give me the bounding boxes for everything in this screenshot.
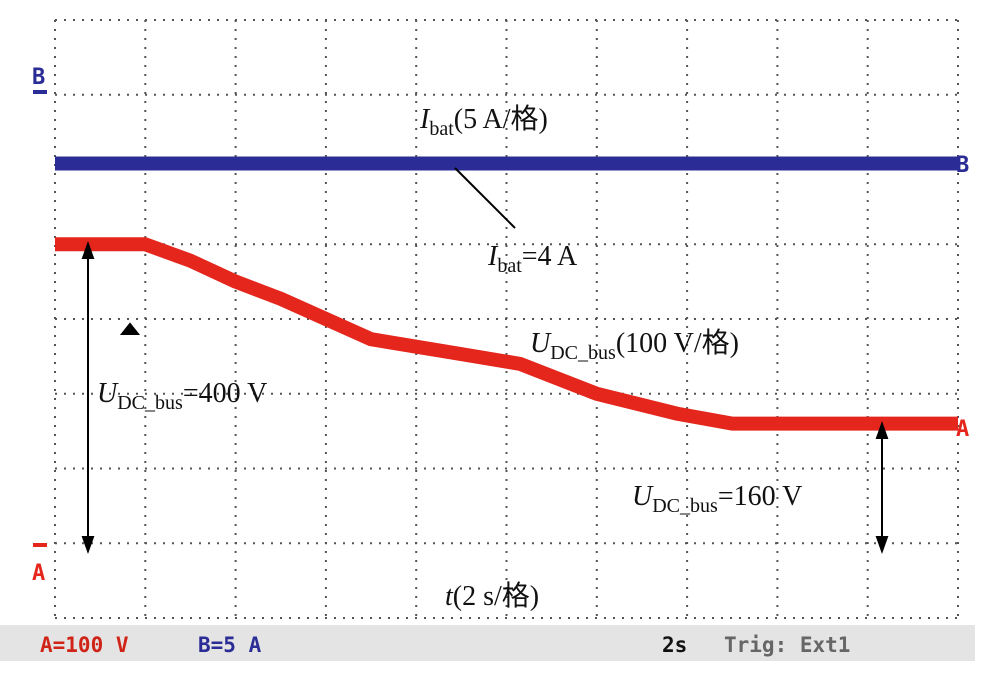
channel-b-ground: B <box>32 65 45 90</box>
subscript: bat <box>429 118 454 140</box>
channel-b-end: B <box>956 153 969 178</box>
channel-markers: B A B A <box>32 65 969 586</box>
annotation: Ibat(5 A/格) <box>419 103 548 140</box>
trigger: Trig: Ext1 <box>724 633 850 657</box>
channel-a-end: A <box>956 417 969 442</box>
marker-bar <box>33 90 47 94</box>
annotation-text: (100 V/格) <box>616 327 739 359</box>
symbol: I <box>419 104 431 135</box>
symbol: t <box>445 581 454 612</box>
annotation: UDC_bus=160 V <box>632 481 802 517</box>
trigger-marker <box>119 322 141 335</box>
annotation-text: (2 s/格) <box>453 580 539 612</box>
arrow-head <box>875 421 889 554</box>
symbol: U <box>530 328 552 359</box>
status-bar <box>0 625 975 661</box>
channel-a-ground: A <box>32 561 45 586</box>
subscript: DC_bus <box>117 392 183 414</box>
leader-line <box>454 167 516 229</box>
annotation: Ibat=4 A <box>487 241 578 277</box>
subscript: DC_bus <box>550 342 616 364</box>
marker-bar <box>33 543 47 547</box>
channel-b-scale: B=5 A <box>198 633 262 657</box>
arrows <box>81 167 889 554</box>
arrow-head <box>81 241 95 554</box>
trace <box>55 237 958 431</box>
symbol: U <box>97 378 119 409</box>
annotation-text: =4 A <box>522 241 578 272</box>
symbol: U <box>632 481 654 512</box>
subscript: DC_bus <box>652 495 718 517</box>
traces <box>55 156 958 431</box>
annotation-text: =160 V <box>718 481 803 512</box>
channel-a-scale: A=100 V <box>40 633 129 657</box>
annotation: t(2 s/格) <box>445 580 539 612</box>
annotation: UDC_bus(100 V/格) <box>530 327 739 364</box>
annotation: UDC_bus=400 V <box>97 378 267 414</box>
subscript: bat <box>497 255 522 277</box>
annotation-text: =400 V <box>183 378 268 409</box>
annotation-text: (5 A/格) <box>454 103 548 135</box>
symbol: I <box>487 241 499 272</box>
timebase: 2s <box>662 633 687 657</box>
